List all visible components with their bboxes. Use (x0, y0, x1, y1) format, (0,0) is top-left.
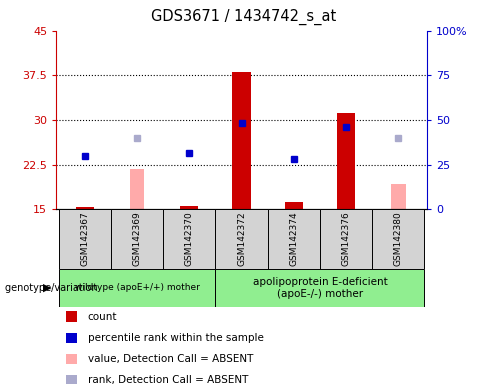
Bar (391, 184, 406, 209)
Bar (372, 209, 425, 269)
Text: rank, Detection Call = ABSENT: rank, Detection Call = ABSENT (88, 375, 248, 384)
Bar (163, 209, 215, 269)
Bar (268, 209, 320, 269)
Bar (232, 73, 251, 209)
Text: wildtype (apoE+/+) mother: wildtype (apoE+/+) mother (75, 283, 200, 293)
Bar (285, 202, 303, 209)
Text: ▶: ▶ (43, 283, 51, 293)
Bar (215, 269, 425, 307)
Bar (320, 209, 372, 269)
Text: genotype/variation: genotype/variation (5, 283, 101, 293)
Text: GSM142374: GSM142374 (289, 212, 298, 266)
Bar (130, 169, 144, 209)
Text: GSM142376: GSM142376 (342, 212, 350, 266)
Text: GSM142372: GSM142372 (237, 212, 246, 266)
Text: GSM142367: GSM142367 (81, 212, 89, 266)
Text: GSM142380: GSM142380 (394, 212, 403, 266)
Text: GSM142369: GSM142369 (133, 212, 142, 266)
Bar (59, 209, 111, 269)
Text: count: count (88, 312, 117, 322)
Bar (337, 113, 355, 209)
Bar (59, 269, 215, 307)
Text: value, Detection Call = ABSENT: value, Detection Call = ABSENT (88, 354, 253, 364)
Text: GSM142370: GSM142370 (185, 212, 194, 266)
Bar (76, 207, 94, 209)
Text: apolipoprotein E-deficient
(apoE-/-) mother: apolipoprotein E-deficient (apoE-/-) mot… (252, 277, 387, 299)
Bar (180, 206, 199, 209)
Bar (215, 209, 268, 269)
Text: percentile rank within the sample: percentile rank within the sample (88, 333, 264, 343)
Bar (111, 209, 163, 269)
Text: GDS3671 / 1434742_s_at: GDS3671 / 1434742_s_at (151, 8, 337, 25)
